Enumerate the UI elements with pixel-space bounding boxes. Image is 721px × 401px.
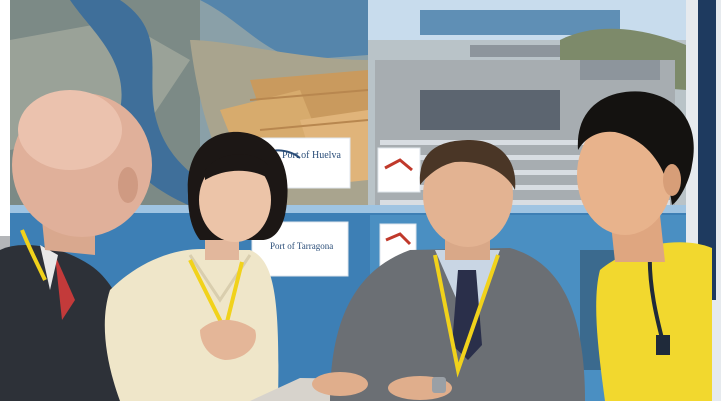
small-logo-sign — [377, 147, 421, 193]
person-polo-man — [577, 91, 712, 401]
person-suit-man — [312, 140, 585, 401]
backdrop-pole — [698, 0, 716, 300]
sign-label-huelva: Port of Huelva — [282, 150, 341, 161]
sign-label-tarragona: Port of Tarragona — [270, 241, 334, 251]
person-woman — [104, 131, 288, 401]
person-bald-man — [0, 90, 152, 401]
